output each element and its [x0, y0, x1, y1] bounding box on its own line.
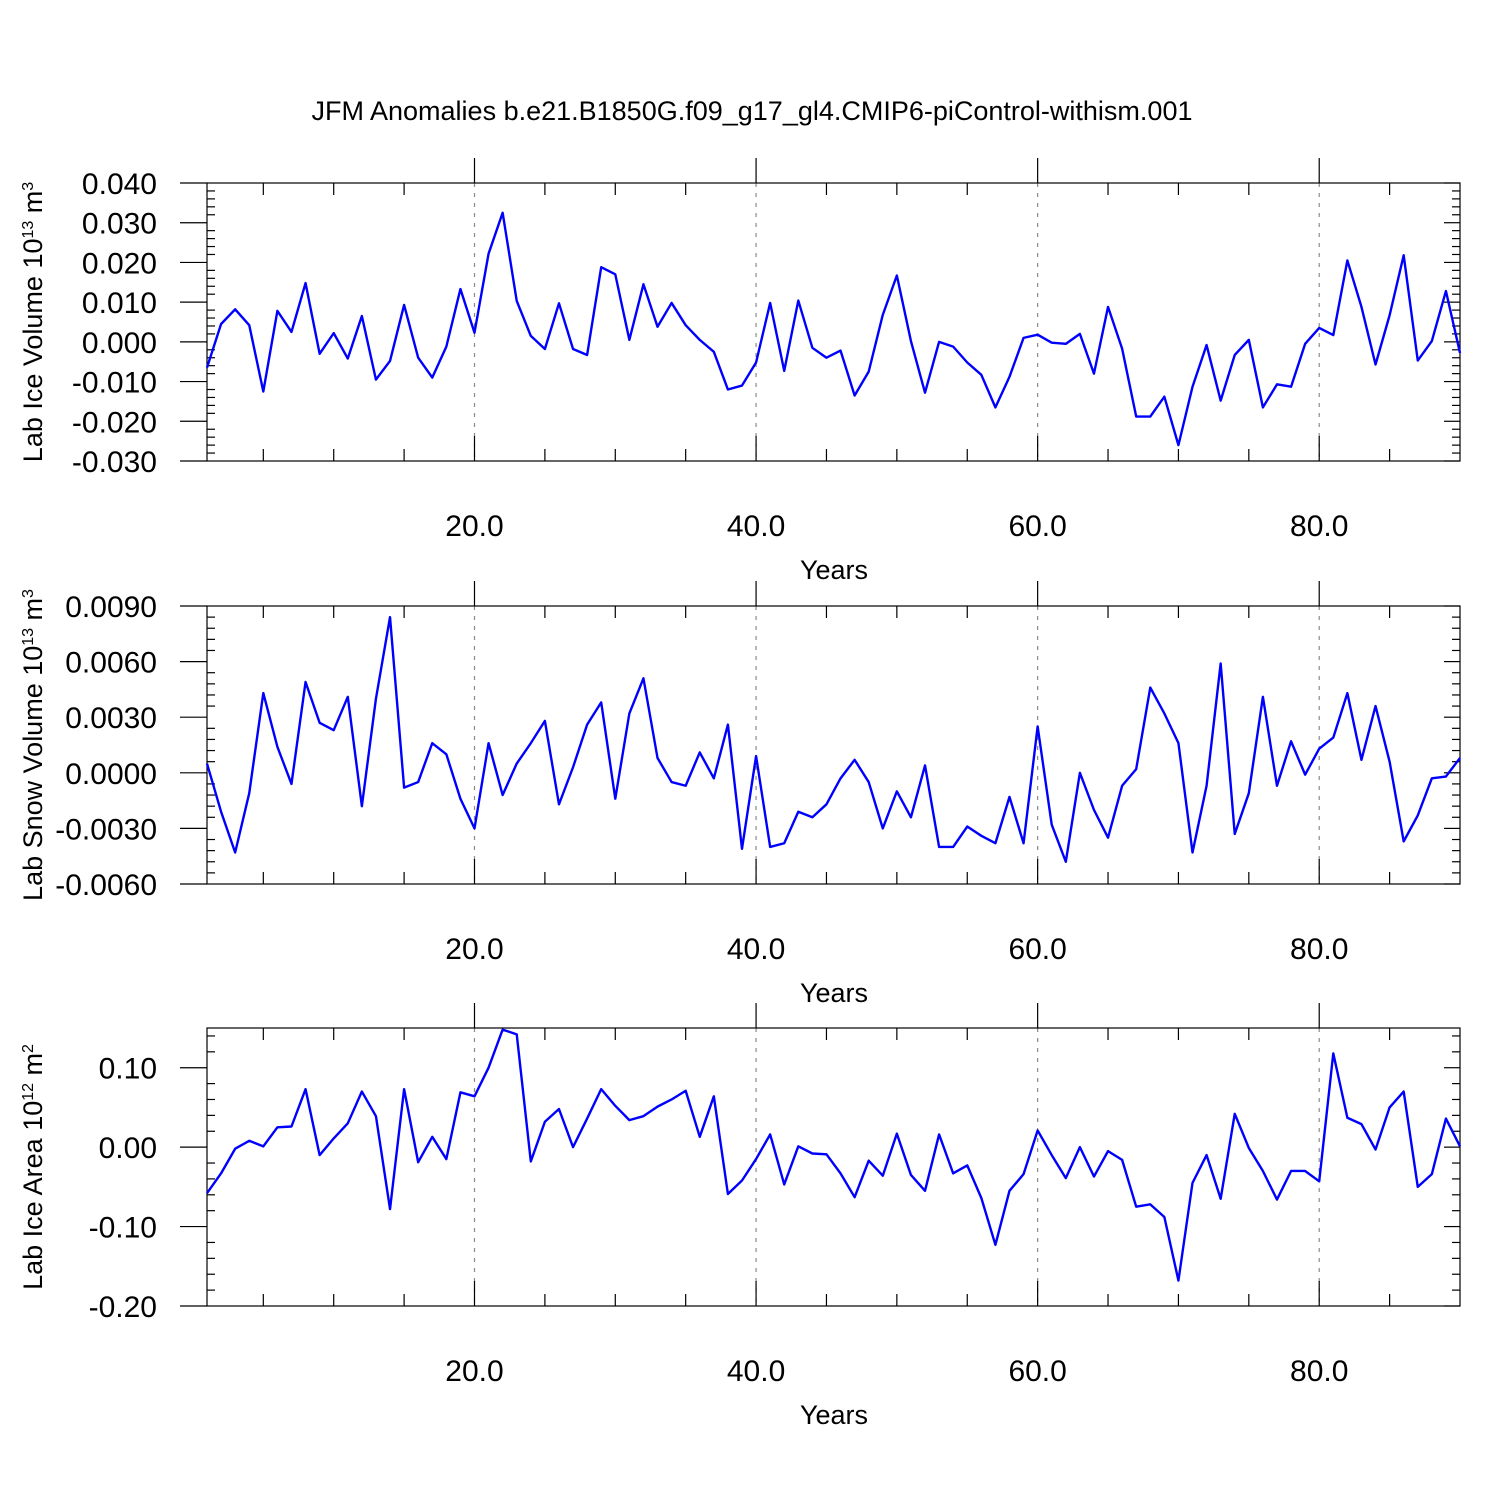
y-axis-label-text: Lab Snow Volume 10: [18, 646, 48, 901]
x-tick-label: 60.0: [1008, 1355, 1066, 1388]
y-tick-label: 0.00: [99, 1132, 157, 1165]
y-tick-label: -0.0030: [55, 813, 157, 846]
y-tick-label: -0.20: [89, 1291, 157, 1324]
y-tick-label: 0.020: [82, 247, 157, 280]
y-axis-label-superscript: 3: [20, 182, 37, 191]
y-axis-label: Lab Ice Volume 1013 m3: [18, 182, 48, 462]
y-tick-label: 0.010: [82, 287, 157, 320]
plot-frame: [206, 182, 1461, 462]
y-axis-label: Lab Ice Area 1012 m2: [18, 1044, 48, 1290]
y-tick-label: 0.000: [82, 327, 157, 360]
y-tick-label: -0.10: [89, 1212, 157, 1245]
y-axis-label-text: Lab Ice Area 10: [18, 1101, 48, 1290]
x-tick-label: 20.0: [445, 510, 503, 543]
x-tick-label: 20.0: [445, 1355, 503, 1388]
y-axis-label-text: m: [18, 598, 48, 628]
x-tick-label: 40.0: [727, 510, 785, 543]
y-axis-label-superscript: 2: [20, 1044, 37, 1053]
x-tick-label: 40.0: [727, 933, 785, 966]
y-axis-label-superscript: 3: [20, 589, 37, 598]
x-axis-label: Years: [800, 978, 868, 1008]
y-axis-label-text: m: [18, 1053, 48, 1083]
y-axis-label-text: m: [18, 191, 48, 221]
y-axis-label-superscript: 13: [20, 221, 37, 239]
plot-frame: [206, 605, 1461, 885]
x-axis-label: Years: [800, 555, 868, 585]
x-tick-label: 20.0: [445, 933, 503, 966]
y-tick-label: -0.0060: [55, 869, 157, 902]
y-tick-label: 0.10: [99, 1053, 157, 1086]
panel-1: -0.030 -0.020 -0.010 0.000 0.010 0.020 0.030 0.…: [18, 158, 1462, 585]
series-line: [206, 1028, 1462, 1282]
y-tick-label: -0.010: [72, 367, 157, 400]
y-axis-label: Lab Snow Volume 1013 m3: [18, 589, 48, 901]
y-axis-label-superscript: 12: [20, 1083, 37, 1101]
y-tick-label: 0.040: [82, 168, 157, 201]
x-tick-label: 80.0: [1290, 1355, 1348, 1388]
y-tick-label: 0.0030: [65, 702, 157, 735]
y-tick-label: -0.020: [72, 406, 157, 439]
panel-2: -0.0060 -0.0030 0.0000 0.0030 0.0060 0.0090 20…: [18, 581, 1461, 1008]
x-tick-label: 60.0: [1008, 510, 1066, 543]
y-axis-label-superscript: 13: [20, 628, 37, 646]
plot-frame: [206, 1027, 1461, 1307]
y-tick-label: 0.030: [82, 208, 157, 241]
y-tick-label: 0.0060: [65, 647, 157, 680]
y-tick-label: 0.0090: [65, 591, 157, 624]
x-tick-label: 80.0: [1290, 933, 1348, 966]
x-tick-label: 60.0: [1008, 933, 1066, 966]
y-axis-label-text: Lab Ice Volume 10: [18, 239, 48, 463]
x-axis-label: Years: [800, 1400, 868, 1430]
y-tick-label: 0.0000: [65, 758, 157, 791]
series-line: [205, 615, 1461, 863]
x-tick-label: 40.0: [727, 1355, 785, 1388]
series-line: [205, 211, 1462, 447]
x-tick-label: 80.0: [1290, 510, 1348, 543]
chart-title: JFM Anomalies b.e21.B1850G.f09_g17_gl4.C…: [312, 96, 1193, 126]
y-tick-label: -0.030: [72, 446, 157, 479]
panel-3: -0.20 -0.10 0.00 0.10 20.0 40.0 60.0 80.0 Years L…: [18, 1003, 1462, 1430]
